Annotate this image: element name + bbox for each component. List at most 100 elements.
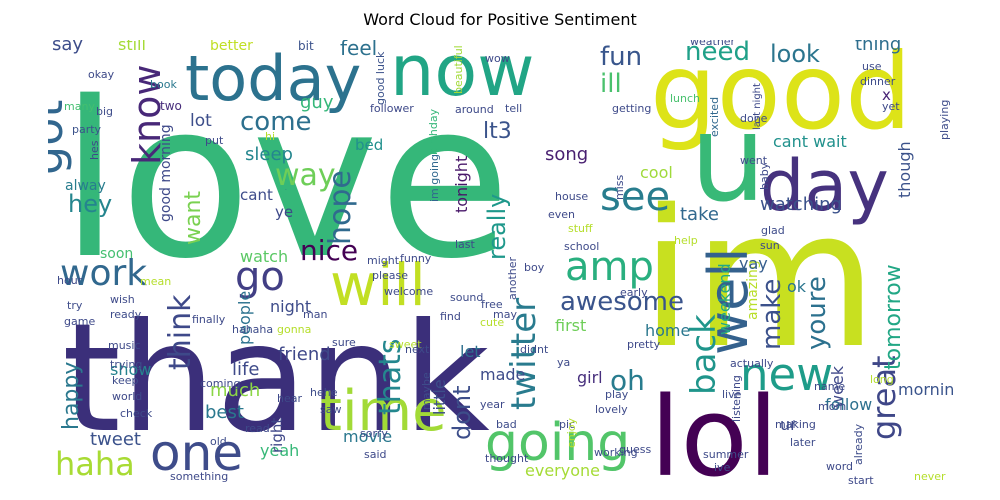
cloud-word: done	[740, 112, 768, 125]
cloud-word: home	[645, 321, 690, 340]
cloud-word: hes	[88, 140, 101, 160]
cloud-word: already	[852, 423, 865, 465]
cloud-word: best	[205, 402, 244, 423]
cloud-word: yet	[882, 100, 900, 113]
cloud-word: though	[895, 141, 914, 198]
cloud-word: morning	[898, 380, 953, 399]
cloud-word: think	[163, 294, 198, 370]
cloud-word: try	[67, 299, 83, 312]
cloud-word: way	[275, 158, 336, 193]
cloud-word: im	[640, 169, 878, 390]
cloud-word: stuff	[568, 222, 593, 235]
cloud-title: Word Cloud for Positive Sentiment	[363, 10, 637, 29]
cloud-word: weather	[690, 40, 736, 48]
cloud-word: ive	[714, 461, 731, 474]
cloud-word: free	[481, 298, 503, 311]
cloud-word: everyone	[525, 461, 600, 480]
cloud-word: guess	[619, 443, 651, 456]
cloud-word: new	[740, 348, 833, 401]
cloud-word: hear	[277, 392, 302, 405]
cloud-word: sweet	[389, 338, 422, 351]
cloud-word: keep	[112, 374, 139, 387]
cloud-word: another	[506, 257, 519, 300]
cloud-word: bed	[355, 136, 383, 154]
cloud-word: went	[740, 154, 768, 167]
cloud-word: use	[862, 60, 882, 73]
cloud-word: alway	[65, 178, 106, 194]
cloud-word: movie	[343, 427, 392, 446]
cloud-word: thank	[62, 292, 490, 466]
cloud-word: long	[870, 373, 894, 386]
cloud-word: will	[330, 251, 426, 319]
cloud-word: didnt	[520, 343, 549, 356]
cloud-word: might	[367, 254, 400, 267]
cloud-word: lovely	[595, 403, 628, 416]
cloud-word: tonight	[452, 156, 471, 213]
cloud-word: okay	[88, 68, 115, 81]
cloud-word: name	[814, 380, 845, 393]
cloud-word: oh	[610, 364, 645, 397]
cloud-word: need	[685, 40, 750, 67]
cloud-word: cute	[480, 316, 504, 329]
cloud-word: got	[48, 100, 73, 175]
cloud-word: sun	[760, 239, 780, 252]
cloud-word: two	[160, 99, 182, 113]
cloud-word: check	[120, 407, 153, 420]
cloud-word: thought	[485, 452, 529, 465]
cloud-word: tomorrow	[881, 264, 906, 370]
cloud-word: find	[440, 310, 461, 323]
cloud-word: twitter	[504, 298, 544, 410]
cloud-word: fun	[600, 42, 642, 72]
cloud-word: cool	[640, 163, 673, 182]
cloud-word: really	[483, 194, 511, 260]
cloud-word: wow	[485, 52, 510, 65]
cloud-word: word	[826, 460, 853, 473]
cloud-word: still	[118, 40, 146, 54]
cloud-word: working	[594, 446, 638, 459]
cloud-word: follower	[370, 102, 414, 115]
cloud-word: look	[770, 40, 820, 68]
cloud-word: lt3	[483, 119, 512, 144]
cloud-word: good luck	[374, 51, 387, 105]
cloud-word: birthday	[427, 108, 440, 155]
cloud-word: lol	[650, 373, 778, 492]
cloud-word: actually	[730, 357, 774, 370]
cloud-word: live	[722, 388, 742, 401]
cloud-word: listening	[730, 375, 743, 422]
cloud-word: x	[882, 86, 891, 104]
cloud-word: well	[697, 248, 760, 355]
cloud-word: week	[828, 365, 847, 408]
cloud-word: im going	[428, 154, 441, 202]
cloud-word: make	[757, 279, 787, 350]
cloud-word: cant wait	[773, 132, 847, 151]
cloud-word: dinner	[860, 75, 896, 88]
cloud-word: boy	[524, 261, 545, 274]
cloud-word: glad	[761, 224, 785, 237]
cloud-word: pretty	[627, 338, 661, 351]
cloud-word: funny	[400, 252, 432, 265]
cloud-word: song	[545, 144, 588, 165]
cloud-word: good morning	[158, 124, 174, 222]
cloud-word: haha	[55, 445, 135, 483]
cloud-word: maybe	[420, 372, 433, 410]
cloud-word: help	[674, 234, 698, 247]
cloud-word: follow	[825, 395, 872, 414]
cloud-word: ur	[780, 415, 797, 434]
cloud-word: hope	[323, 170, 358, 245]
cloud-word: girl	[577, 368, 603, 387]
cloud-word: take	[680, 204, 719, 225]
cloud-word: enjoy	[565, 417, 578, 448]
cloud-word: dont	[448, 385, 476, 440]
cloud-word: weekend	[715, 263, 734, 335]
cloud-word: wish	[110, 293, 135, 306]
cloud-word: nice	[300, 234, 358, 267]
cloud-word: getting	[612, 102, 651, 115]
cloud-word: work	[60, 253, 147, 294]
cloud-word: gonna	[277, 323, 311, 336]
cloud-word: tell	[505, 102, 522, 115]
cloud-word: hour	[57, 274, 83, 287]
cloud-word: yay	[739, 254, 768, 273]
cloud-word: friend	[278, 344, 331, 365]
cloud-word: time	[320, 379, 447, 444]
cloud-word: may	[493, 308, 517, 321]
